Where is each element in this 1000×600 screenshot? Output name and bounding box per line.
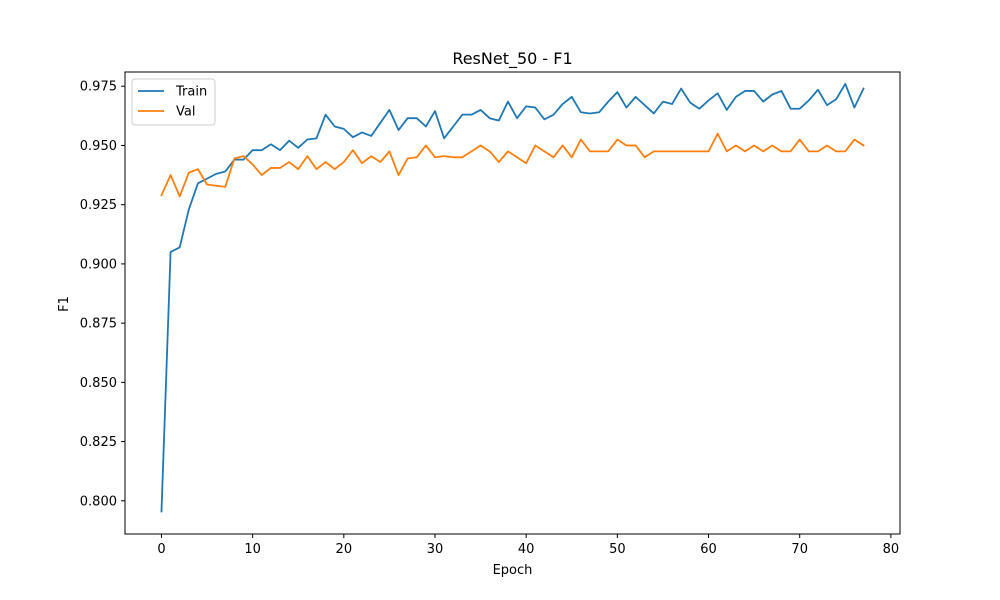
legend-label-val: Val xyxy=(176,105,195,120)
y-tick-label: 0.850 xyxy=(80,376,117,391)
y-tick-label: 0.975 xyxy=(80,80,117,95)
y-tick-label: 0.800 xyxy=(80,494,117,509)
x-tick-label: 60 xyxy=(700,542,717,557)
x-tick-label: 30 xyxy=(427,542,444,557)
series-line-train xyxy=(160,82,865,513)
x-axis-title: Epoch xyxy=(493,563,533,578)
axes-border xyxy=(124,71,901,535)
y-tick-label: 0.950 xyxy=(80,139,117,154)
x-tick-label: 10 xyxy=(244,542,261,557)
y-tick-label: 0.900 xyxy=(80,257,117,272)
series-line-val xyxy=(160,132,865,198)
x-tick-label: 80 xyxy=(883,542,900,557)
x-axis-ticks: 0 10 20 30 40 50 60 70 80 xyxy=(157,534,899,557)
legend-label-train: Train xyxy=(175,85,207,100)
y-tick-label: 0.825 xyxy=(80,435,117,450)
plot-area xyxy=(125,72,900,534)
plot-background xyxy=(125,72,900,534)
series-layer xyxy=(160,82,865,513)
y-axis-ticks: 0.800 0.825 0.850 0.875 0.900 0.925 0.950 0.975 xyxy=(80,80,125,509)
y-tick-label: 0.925 xyxy=(80,198,117,213)
y-tick-label: 0.875 xyxy=(80,317,117,332)
legend: Train Val xyxy=(131,78,216,126)
x-tick-label: 50 xyxy=(609,542,626,557)
y-axis-title: F1 xyxy=(57,296,72,312)
chart-title: ResNet_50 - F1 xyxy=(452,49,572,69)
x-tick-label: 0 xyxy=(157,542,165,557)
x-tick-label: 70 xyxy=(791,542,808,557)
axes-frame xyxy=(124,71,901,535)
x-tick-label: 20 xyxy=(336,542,353,557)
x-tick-label: 40 xyxy=(518,542,535,557)
